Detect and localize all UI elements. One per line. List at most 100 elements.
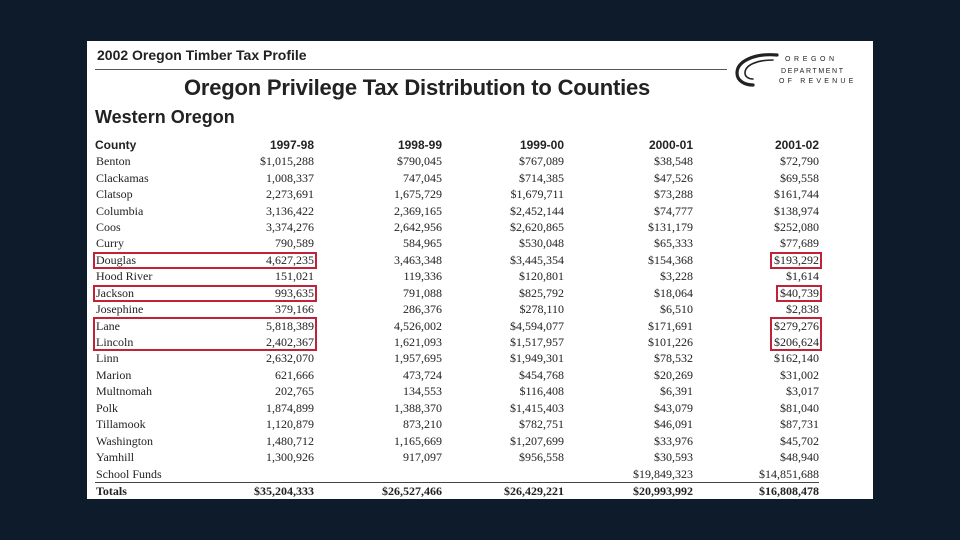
amount-cell: $279,276 [774,318,819,333]
table-row: Benton $1,015,288 $790,045 $767,089 $38,548 $… [95,153,819,169]
distribution-table: County 1997-98 1998-99 1999-00 2000-01 2001-0… [95,137,819,499]
amount-cell: $65,333 [654,236,693,251]
county-name-cell: Benton [96,154,131,169]
amount-cell: $14,851,688 [759,466,819,481]
amount-cell: 134,553 [403,384,442,399]
amount-cell: 286,376 [403,302,442,317]
county-name-cell: Linn [96,351,119,366]
total-cell: $16,808,478 [693,481,819,499]
table-row: Clatsop 2,273,691 1,675,729 $1,679,711 $73,2… [95,186,819,202]
table-row: Coos 3,374,276 2,642,956 $2,620,865 $131,179… [95,219,819,235]
county-name-cell: Lane [96,318,120,333]
amount-cell: $47,526 [654,170,693,185]
amount-cell: $162,140 [774,351,819,366]
county-name-cell: Columbia [96,203,144,218]
amount-cell: $3,017 [786,384,819,399]
amount-cell: 5,818,389 [266,318,314,333]
amount-cell: 3,463,348 [394,252,442,267]
county-name-cell: Coos [96,219,121,234]
table-row: Hood River 151,021 119,336 $120,801 $3,228 $1… [95,268,819,284]
table-row: Douglas 4,627,235 3,463,348 $3,445,354 $154,… [95,252,819,268]
totals-label: Totals [95,481,236,499]
amount-cell: 202,765 [275,384,314,399]
amount-cell: $1,207,699 [510,433,564,448]
amount-cell: 4,526,002 [394,318,442,333]
amount-cell: 993,635 [275,285,314,300]
table-row: Josephine 379,166 286,376 $278,110 $6,510 $2,… [95,301,819,317]
amount-cell: $18,064 [654,285,693,300]
amount-cell: $81,040 [780,400,819,415]
amount-cell: $31,002 [780,367,819,382]
county-name-cell: Clatsop [96,187,133,202]
amount-cell: $825,792 [519,285,564,300]
header-year: 1997-98 [269,138,314,152]
amount-cell [442,465,564,482]
table-row: Jackson 993,635 791,088 $825,792 $18,064 $40,… [95,285,819,301]
amount-cell: $530,048 [519,236,564,251]
table-row: Multnomah 202,765 134,553 $116,408 $6,391 $3,… [95,383,819,399]
amount-cell: $19,849,323 [633,466,693,481]
table-row: Clackamas 1,008,337 747,045 $714,385 $47,526… [95,169,819,185]
total-cell: $26,429,221 [442,481,564,499]
amount-cell [236,465,314,482]
table-row: Yamhill 1,300,926 917,097 $956,558 $30,593 $4… [95,449,819,465]
amount-cell: $30,593 [654,450,693,465]
amount-cell: $77,689 [780,236,819,251]
amount-cell: $3,228 [660,269,693,284]
amount-cell: $1,015,288 [260,154,314,169]
amount-cell: 1,165,669 [394,433,442,448]
amount-cell: $138,974 [774,203,819,218]
amount-cell: 1,388,370 [394,400,442,415]
amount-cell: 873,210 [403,417,442,432]
amount-cell [314,465,442,482]
amount-cell: $193,292 [774,252,819,267]
amount-cell: 2,402,367 [266,335,314,350]
amount-cell: $78,532 [654,351,693,366]
amount-cell: 791,088 [403,285,442,300]
total-cell: $35,204,333 [236,481,314,499]
amount-cell: $43,079 [654,400,693,415]
amount-cell: 621,666 [275,367,314,382]
amount-cell: 1,008,337 [266,170,314,185]
amount-cell: 1,300,926 [266,450,314,465]
table-row: Lincoln 2,402,367 1,621,093 $1,517,957 $101,… [95,334,819,350]
county-name-cell: School Funds [96,466,162,481]
header-year: 2001-02 [774,138,819,152]
amount-cell: $116,408 [519,384,564,399]
amount-cell: $45,702 [780,433,819,448]
table-row: Washington 1,480,712 1,165,669 $1,207,699 $3… [95,432,819,448]
amount-cell: $171,691 [648,318,693,333]
amount-cell: $790,045 [397,154,442,169]
amount-cell: $48,940 [780,450,819,465]
amount-cell: $454,768 [519,367,564,382]
amount-cell: $1,949,301 [510,351,564,366]
table-row: Polk 1,874,899 1,388,370 $1,415,403 $43,079 $… [95,400,819,416]
amount-cell: $20,269 [654,367,693,382]
amount-cell: $1,517,957 [510,335,564,350]
amount-cell: 119,336 [403,269,442,284]
amount-cell: $1,614 [786,269,819,284]
amount-cell: $73,288 [654,187,693,202]
main-title: Oregon Privilege Tax Distribution to Cou… [184,75,651,100]
amount-cell: 1,621,093 [394,335,442,350]
amount-cell: $1,415,403 [510,400,564,415]
amount-cell: 473,724 [403,367,442,382]
amount-cell: 917,097 [403,450,442,465]
county-name-cell: Douglas [96,252,136,267]
amount-cell: $40,739 [780,285,819,300]
header-year: 2000-01 [648,138,693,152]
amount-cell: $87,731 [780,417,819,432]
amount-cell: 747,045 [403,170,442,185]
county-name-cell: Polk [96,400,119,415]
county-name-cell: Hood River [96,269,153,284]
county-name-cell: Clackamas [96,170,149,185]
amount-cell: $69,558 [780,170,819,185]
section-title: Western Oregon [95,107,235,127]
amount-cell: $1,679,711 [510,187,564,202]
county-name-cell: Tillamook [96,417,146,432]
table-body: Benton $1,015,288 $790,045 $767,089 $38,548 $… [95,153,819,499]
amount-cell: $38,548 [654,154,693,169]
header-year: 1999-00 [519,138,564,152]
table-row: Lane 5,818,389 4,526,002 $4,594,077 $171,691… [95,317,819,333]
amount-cell: 1,480,712 [266,433,314,448]
